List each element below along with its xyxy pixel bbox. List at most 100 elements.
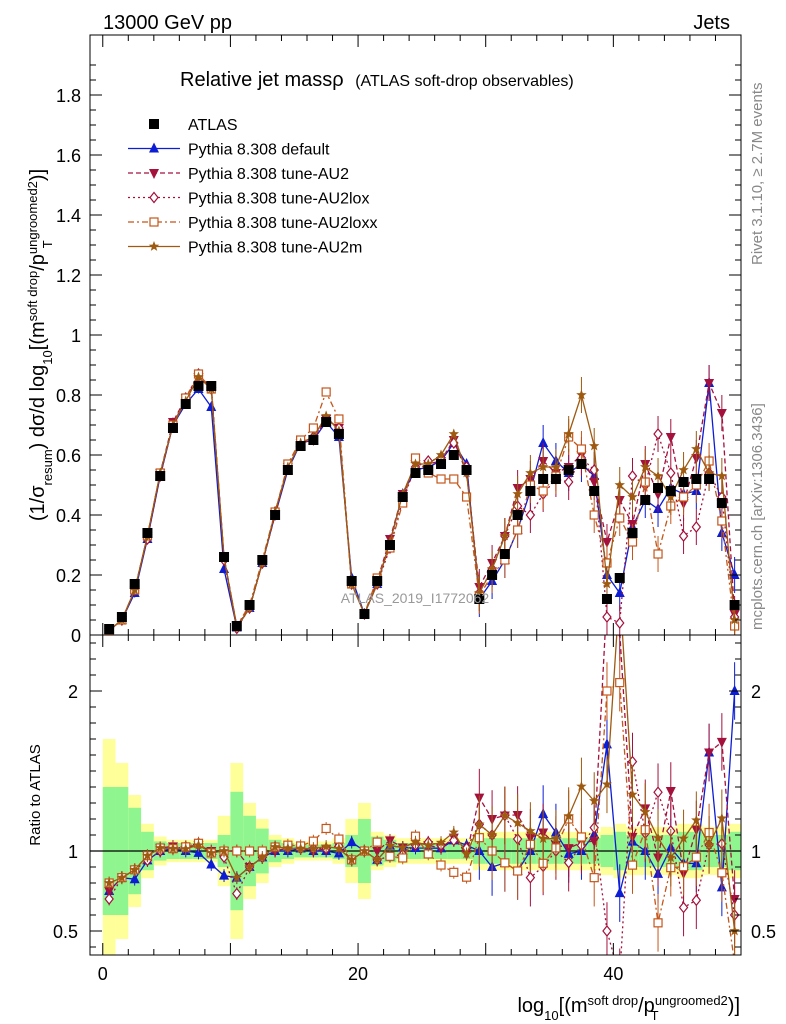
- analysis-watermark: ATLAS_2019_I1772062: [341, 590, 490, 606]
- series-3-point: [678, 530, 689, 542]
- series-2-point: [704, 379, 715, 389]
- series-5-ratio-point: [537, 833, 549, 844]
- series-0-point: [244, 600, 255, 610]
- series-0-point: [550, 474, 561, 484]
- series-2-ratio-point: [716, 737, 727, 748]
- series-0-point: [678, 477, 689, 487]
- series-0-point: [525, 486, 536, 496]
- series-5-point: [410, 458, 421, 469]
- series-3-point: [602, 611, 612, 623]
- series-5-point: [512, 488, 523, 499]
- main-y-axis-label: (1/σresum) dσ/d log10[(msoft drop/pungro…: [25, 169, 55, 521]
- series-5-ratio-point: [257, 851, 268, 862]
- series-5-ratio-point: [640, 806, 651, 817]
- series-3-ratio-point: [602, 925, 612, 937]
- series-0-point: [231, 621, 242, 631]
- x-tick-label: 40: [603, 964, 623, 984]
- series-4-ratio-point: [385, 851, 395, 861]
- series-0-point: [142, 528, 153, 538]
- series-4-ratio-point: [602, 686, 612, 696]
- series-5-ratio-point: [308, 843, 319, 853]
- ratio-series-group: [103, 635, 740, 955]
- series-2-ratio-point: [372, 847, 383, 857]
- x-axis-label: log10[(msoft drop/pungroomed T2)]: [517, 993, 740, 1023]
- ratio-y-tick-label: 2: [68, 682, 78, 702]
- main-y-tick-label: 0: [71, 626, 81, 646]
- ratio-y-tick-label: 1: [68, 842, 78, 862]
- series-1-point: [614, 587, 625, 597]
- series-5-ratio-point: [716, 812, 728, 823]
- header-right: Jets: [693, 12, 730, 34]
- series-0-point: [474, 594, 485, 604]
- series-5-ratio-point: [435, 837, 447, 847]
- series-0-point: [372, 576, 383, 586]
- series-0-point: [512, 510, 523, 520]
- series-4-point: [678, 492, 689, 502]
- series-5-ratio-point: [155, 842, 166, 853]
- main-y-tick-label: 1: [71, 326, 81, 346]
- series-4-point: [436, 474, 446, 484]
- series-5-ratio-point: [346, 854, 357, 865]
- series-1-ratio-point: [614, 887, 625, 898]
- series-0-point: [308, 435, 319, 445]
- header-left: 13000 GeV pp: [103, 12, 232, 34]
- series-4-point: [513, 525, 523, 535]
- series-3-point: [563, 476, 574, 488]
- legend-label-1: Pythia 8.308 default: [188, 142, 330, 159]
- ratio-y-tick-label-right: 0.5: [751, 922, 776, 942]
- series-5-point: [486, 563, 498, 574]
- series-5-point: [499, 530, 511, 541]
- series-3-point: [525, 509, 536, 521]
- series-0-point: [601, 594, 612, 604]
- series-5-ratio-point: [691, 814, 702, 825]
- series-5-ratio-point: [384, 840, 396, 851]
- series-0-point: [448, 450, 459, 460]
- series-5-ratio-point: [193, 839, 204, 850]
- series-5-ratio-point: [423, 839, 434, 850]
- series-0-point: [614, 573, 625, 583]
- series-5-ratio-point: [448, 826, 459, 837]
- series-0-point: [410, 468, 421, 478]
- series-0-point: [206, 381, 217, 391]
- plot-title-sub: (ATLAS soft-drop observables): [355, 73, 573, 90]
- series-5-point: [525, 467, 536, 478]
- series-3-ratio-point: [691, 894, 702, 907]
- series-0-point: [563, 465, 574, 475]
- series-4-ratio-line: [108, 681, 735, 955]
- series-0-point: [627, 528, 638, 538]
- series-0-point: [538, 474, 549, 484]
- main-y-tick-label: 1.6: [56, 146, 81, 166]
- series-5-ratio-point: [486, 829, 498, 840]
- series-4-ratio-point: [232, 846, 242, 856]
- series-4-ratio-point: [576, 832, 587, 842]
- series-5-ratio-point: [563, 810, 574, 821]
- legend-label-2: Pythia 8.308 tune-AU2: [188, 166, 349, 183]
- series-0-point: [155, 471, 166, 481]
- series-5-ratio-point: [180, 843, 191, 854]
- legend-label-0: ATLAS: [188, 117, 238, 134]
- series-0-point: [270, 510, 281, 520]
- series-5-point: [665, 491, 676, 502]
- series-3-ratio-point: [104, 893, 114, 905]
- series-0-point: [665, 486, 676, 496]
- series-4-point: [449, 474, 459, 484]
- series-4-ratio-point: [589, 873, 599, 883]
- series-4-ratio-point: [653, 918, 663, 928]
- series-1-ratio-point: [206, 858, 217, 869]
- series-5-point: [703, 467, 715, 478]
- series-0-point: [576, 459, 587, 469]
- series-4-point: [589, 510, 599, 520]
- series-5-ratio-point: [576, 780, 587, 791]
- series-0-point: [640, 495, 651, 505]
- series-5-ratio-point: [474, 818, 485, 829]
- series-5-ratio-point: [461, 848, 472, 859]
- main-y-tick-label: 1.2: [56, 266, 81, 286]
- series-5-ratio-line: [108, 635, 736, 932]
- series-0-point: [346, 576, 357, 586]
- series-4-ratio-point: [321, 823, 331, 834]
- ratio-y-tick-label-right: 1: [751, 842, 761, 862]
- main-y-tick-label: 0.4: [56, 506, 81, 526]
- ratio-y-tick-label: 0.5: [53, 922, 78, 942]
- series-5-ratio-point: [589, 795, 600, 806]
- series-5-line: [108, 375, 736, 631]
